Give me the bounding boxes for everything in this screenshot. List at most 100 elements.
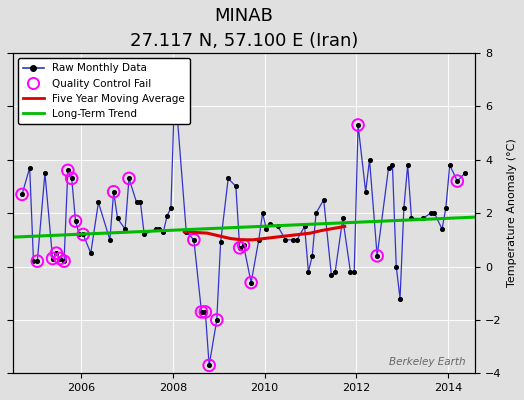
Point	[106, 237, 114, 243]
Point	[438, 226, 446, 232]
Point	[216, 239, 225, 246]
Point	[94, 199, 103, 206]
Point	[445, 162, 454, 168]
Point	[255, 237, 263, 243]
Point	[171, 82, 179, 88]
Point	[48, 255, 57, 262]
Point	[71, 218, 80, 224]
Point	[232, 183, 240, 190]
Point	[262, 226, 270, 232]
Point	[205, 362, 213, 368]
Point	[213, 317, 221, 323]
Point	[56, 255, 64, 262]
Point	[155, 226, 163, 232]
Point	[52, 250, 61, 256]
Point	[125, 175, 133, 182]
Text: Berkeley Earth: Berkeley Earth	[389, 357, 466, 367]
Point	[396, 295, 404, 302]
Point	[79, 231, 88, 238]
Point	[133, 199, 141, 206]
Point	[388, 162, 397, 168]
Point	[293, 237, 301, 243]
Point	[239, 242, 248, 248]
Point	[182, 229, 190, 235]
Point	[63, 167, 72, 174]
Point	[60, 258, 68, 264]
Point	[224, 175, 233, 182]
Point	[266, 220, 275, 227]
Point	[71, 218, 80, 224]
Title: MINAB
27.117 N, 57.100 E (Iran): MINAB 27.117 N, 57.100 E (Iran)	[130, 7, 358, 50]
Point	[239, 242, 248, 248]
Point	[453, 178, 462, 184]
Point	[68, 175, 76, 182]
Point	[33, 258, 41, 264]
Point	[29, 258, 38, 264]
Point	[308, 253, 316, 259]
Y-axis label: Temperature Anomaly (°C): Temperature Anomaly (°C)	[507, 139, 517, 288]
Point	[427, 210, 435, 216]
Point	[392, 263, 400, 270]
Point	[75, 231, 83, 238]
Point	[247, 279, 255, 286]
Point	[442, 204, 450, 211]
Point	[385, 164, 393, 171]
Point	[407, 215, 416, 222]
Point	[52, 250, 61, 256]
Point	[235, 245, 244, 251]
Point	[461, 170, 469, 176]
Point	[400, 204, 408, 211]
Point	[339, 215, 347, 222]
Point	[430, 210, 439, 216]
Point	[198, 309, 206, 315]
Point	[68, 175, 76, 182]
Point	[33, 258, 41, 264]
Point	[63, 167, 72, 174]
Point	[281, 237, 290, 243]
Point	[258, 210, 267, 216]
Point	[201, 309, 210, 315]
Point	[205, 362, 213, 368]
Point	[373, 253, 381, 259]
Point	[320, 196, 328, 203]
Point	[362, 188, 370, 195]
Point	[86, 250, 95, 256]
Point	[350, 269, 358, 275]
Point	[247, 279, 255, 286]
Point	[312, 210, 320, 216]
Point	[274, 223, 282, 230]
Point	[136, 199, 145, 206]
Point	[151, 226, 160, 232]
Point	[419, 215, 427, 222]
Point	[346, 269, 355, 275]
Point	[121, 226, 129, 232]
Point	[125, 175, 133, 182]
Point	[167, 204, 175, 211]
Point	[235, 245, 244, 251]
Point	[403, 162, 412, 168]
Point	[327, 271, 335, 278]
Point	[113, 215, 122, 222]
Point	[300, 223, 309, 230]
Point	[110, 188, 118, 195]
Point	[26, 164, 34, 171]
Point	[331, 269, 340, 275]
Point	[18, 191, 26, 198]
Point	[18, 191, 26, 198]
Point	[198, 309, 206, 315]
Point	[48, 255, 57, 262]
Point	[373, 253, 381, 259]
Point	[163, 212, 171, 219]
Point	[354, 122, 362, 128]
Point	[41, 170, 49, 176]
Point	[190, 237, 198, 243]
Point	[140, 231, 148, 238]
Point	[201, 309, 210, 315]
Point	[354, 122, 362, 128]
Point	[56, 255, 64, 262]
Point	[365, 156, 374, 163]
Point	[159, 229, 168, 235]
Point	[60, 258, 68, 264]
Legend: Raw Monthly Data, Quality Control Fail, Five Year Moving Average, Long-Term Tren: Raw Monthly Data, Quality Control Fail, …	[18, 58, 190, 124]
Point	[110, 188, 118, 195]
